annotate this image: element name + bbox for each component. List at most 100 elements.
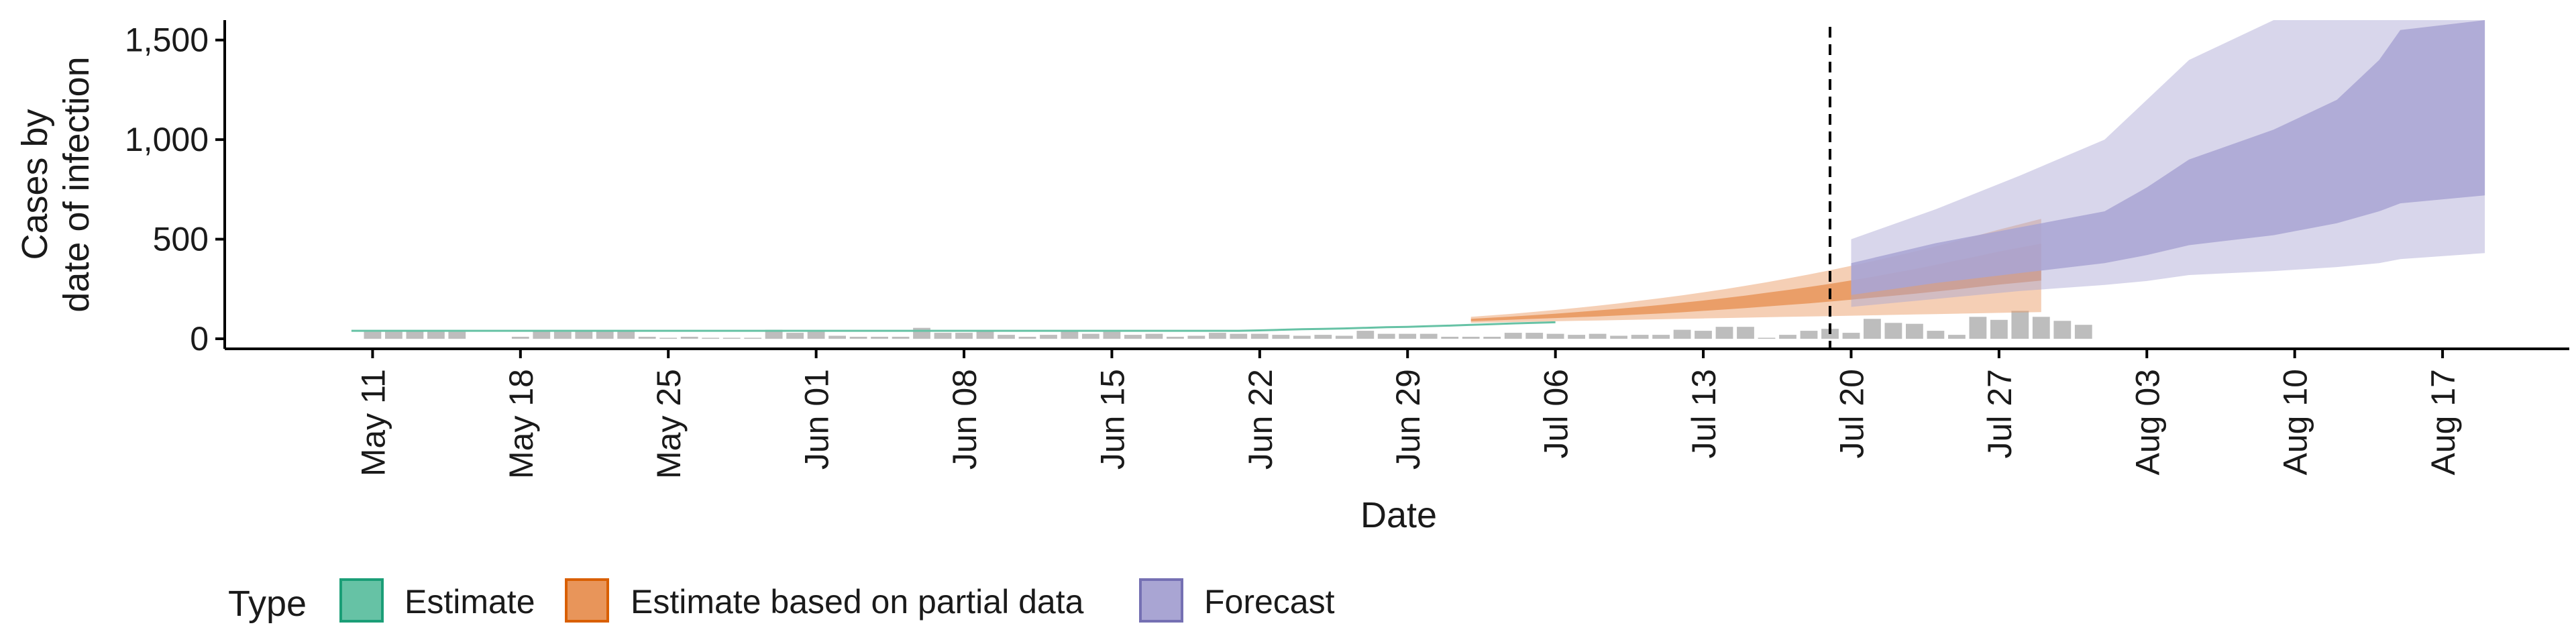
reported-cases-bar	[1906, 323, 1923, 339]
reported-cases-bar	[659, 337, 678, 339]
x-tick-label: May 25	[650, 369, 688, 479]
reported-cases-bar	[1673, 329, 1691, 339]
reported-cases-bar	[1842, 333, 1860, 339]
x-tick-label: Jul 06	[1538, 369, 1575, 458]
y-tick-label: 1,500	[125, 21, 209, 59]
reported-cases-bar	[1990, 319, 2008, 339]
reported-cases-bar	[1314, 335, 1332, 339]
reported-cases-bar	[1272, 335, 1290, 339]
x-tick-label: Jun 01	[798, 369, 836, 470]
legend: Type Estimate Estimate based on partial …	[228, 578, 1335, 624]
reported-cases-bar	[765, 329, 783, 339]
reported-cases-bar	[1779, 335, 1796, 339]
reported-cases-bar	[511, 337, 529, 339]
reported-cases-bar	[2074, 325, 2092, 339]
reported-cases-bar	[1800, 331, 1818, 339]
reported-cases-bar	[1864, 319, 1881, 339]
reported-cases-bar	[1483, 337, 1501, 339]
x-axis-label: Date	[1360, 495, 1437, 535]
reported-cases-bar	[1230, 333, 1248, 339]
reported-cases-bar	[807, 331, 825, 339]
reported-cases-bar	[1082, 333, 1099, 339]
y-tick-label: 500	[153, 221, 209, 258]
reported-cases-bar	[1948, 335, 1966, 339]
reported-cases-bar	[913, 327, 930, 339]
reported-cases-bar	[998, 335, 1015, 339]
reported-cases-bar	[1124, 335, 1142, 339]
reported-cases-bar	[1145, 333, 1163, 339]
reported-cases-bar	[448, 331, 466, 339]
reported-cases-bar	[575, 331, 593, 339]
reported-cases-bar	[364, 331, 382, 339]
reported-cases-bar	[1737, 327, 1754, 339]
reported-cases-bar	[1399, 333, 1417, 339]
x-tick-label: Aug 03	[2129, 369, 2166, 475]
estimate-bands	[351, 20, 2485, 332]
reported-cases-bar	[702, 337, 720, 339]
reported-cases-bar	[1546, 333, 1564, 339]
x-tick-label: Jul 27	[1981, 369, 2019, 458]
reported-cases-bar	[892, 337, 910, 339]
outer-band-partial	[1470, 219, 2041, 323]
legend-label-forecast: Forecast	[1204, 583, 1335, 621]
reported-cases-bar	[1568, 335, 1585, 339]
axes	[223, 20, 2569, 350]
reported-cases-bar	[1969, 317, 1987, 339]
reported-cases-bar	[406, 331, 424, 339]
reported-cases-bar	[1884, 323, 1902, 339]
legend-swatch-partial	[565, 578, 609, 623]
legend-swatch-estimate	[339, 578, 384, 623]
reported-cases-bar	[871, 337, 888, 339]
reported-cases-bar	[385, 331, 402, 339]
y-tick-label: 1,000	[125, 121, 209, 158]
reported-cases-bar	[533, 331, 551, 339]
reported-cases-bar	[1695, 331, 1712, 339]
reported-cases-bar	[1209, 333, 1226, 339]
reported-cases-bar	[976, 331, 994, 339]
reported-cases-bar	[1652, 335, 1670, 339]
reported-cases-bar	[786, 333, 804, 339]
reported-cases-bar	[680, 337, 698, 339]
reported-cases-bar	[2032, 317, 2050, 339]
legend-title: Type	[228, 584, 307, 624]
reported-cases-bar	[955, 333, 973, 339]
reported-cases-bar	[1631, 335, 1649, 339]
x-tick-label: Jun 29	[1389, 369, 1427, 470]
reported-cases-bar	[1441, 337, 1459, 339]
x-tick-label: Aug 10	[2277, 369, 2314, 475]
reported-cases-bar	[934, 333, 952, 339]
x-tick-label: Jul 20	[1833, 369, 1870, 458]
x-axis-ticks: May 11 May 18 May 25 Jun 01 Jun 08 Jun 15 Jun …	[354, 349, 2462, 479]
reported-cases-bar	[1758, 337, 1776, 339]
reported-cases-bar	[828, 335, 846, 339]
reported-cases-bar	[427, 331, 445, 339]
reported-cases-bars	[364, 311, 2092, 339]
reported-cases-bar	[1356, 331, 1375, 339]
reported-cases-bar	[1293, 335, 1311, 339]
x-tick-label: Aug 17	[2424, 369, 2462, 475]
reported-cases-bar	[1335, 335, 1353, 339]
reported-cases-bar	[2011, 311, 2029, 339]
reported-cases-bar	[1377, 333, 1395, 339]
legend-label-partial: Estimate based on partial data	[631, 583, 1084, 621]
reported-cases-bar	[1589, 333, 1607, 339]
legend-label-estimate: Estimate	[405, 583, 535, 621]
reported-cases-bar	[553, 331, 572, 339]
reported-cases-bar	[1103, 331, 1121, 339]
x-tick-label: Jun 22	[1242, 369, 1279, 470]
reported-cases-bar	[1018, 337, 1036, 339]
reported-cases-bar	[1419, 333, 1438, 339]
y-axis-ticks: 0 500 1,000 1,500	[125, 21, 225, 358]
legend-swatch-forecast	[1139, 578, 1183, 623]
reported-cases-bar	[2053, 321, 2072, 339]
line-estimate	[351, 321, 1556, 332]
reported-cases-bar	[744, 337, 762, 339]
inner-band-forecast	[1851, 20, 2485, 295]
x-tick-label: May 11	[354, 369, 392, 476]
reported-cases-bar	[1061, 331, 1079, 339]
reported-cases-bar	[1715, 327, 1733, 339]
reported-cases-bar	[1610, 335, 1627, 339]
x-tick-label: Jul 13	[1685, 369, 1723, 458]
reported-cases-bar	[1927, 331, 1945, 339]
